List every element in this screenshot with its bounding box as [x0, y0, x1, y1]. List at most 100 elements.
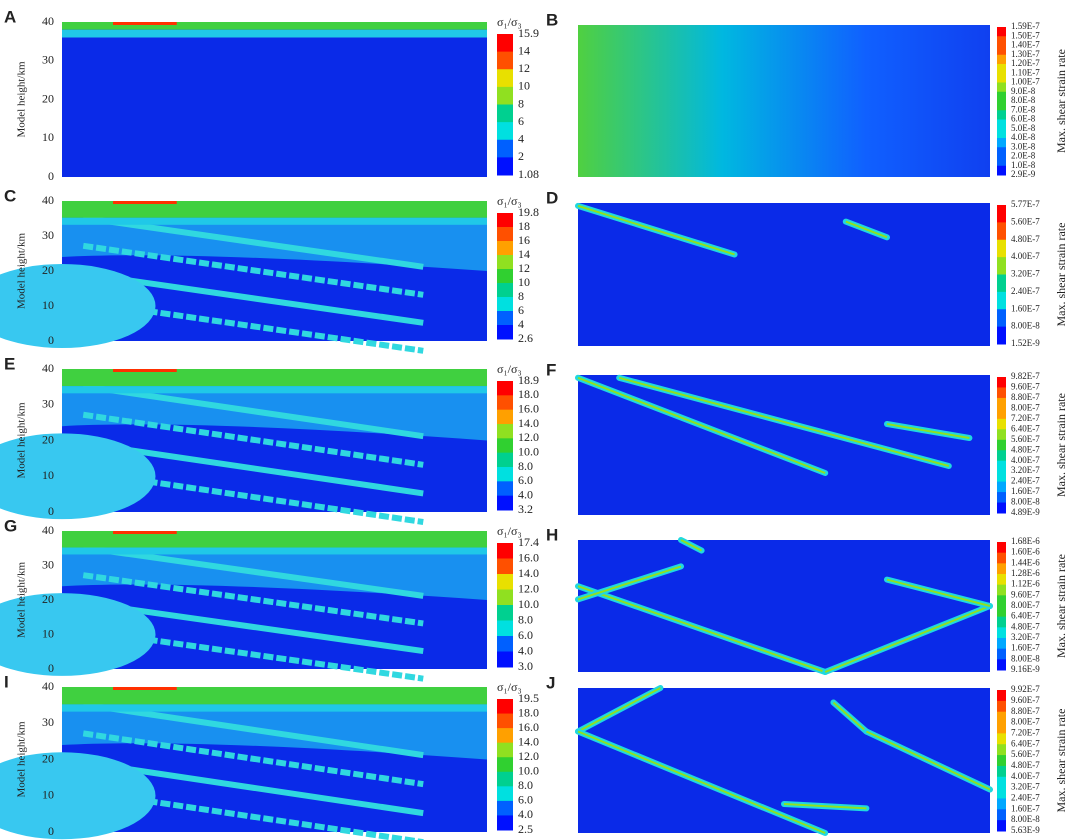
colorbar-swatch: [997, 82, 1006, 93]
colorbar-label: 4.80E-7: [1011, 234, 1040, 244]
colorbar-label: 6.40E-7: [1011, 423, 1040, 433]
colorbar-title: Max. shear strain rate: [1054, 49, 1068, 153]
colorbar-label: 4.0: [518, 643, 533, 657]
field-top-band: [62, 386, 487, 394]
contour-field: [0, 369, 487, 525]
colorbar-swatch: [497, 51, 513, 70]
colorbar-swatch: [997, 627, 1006, 639]
colorbar-label: 3.20E-7: [1011, 632, 1040, 642]
colorbar-swatch: [997, 239, 1006, 258]
y-axis-label: Model height/km: [16, 721, 28, 798]
colorbar-label: 19.8: [518, 205, 539, 219]
colorbar-label: 5.63E-9: [1011, 825, 1040, 835]
colorbar-swatch: [997, 439, 1006, 451]
colorbar-swatch: [497, 139, 513, 158]
field-top-band: [62, 704, 487, 712]
colorbar-swatch: [497, 495, 513, 511]
colorbar-title: Max. shear strain rate: [1054, 393, 1068, 497]
colorbar-swatch: [497, 452, 513, 468]
field-stripe: [82, 440, 424, 497]
panel-letter: C: [4, 186, 16, 205]
colorbar-label: 12.0: [518, 581, 539, 595]
colorbar-swatch: [997, 91, 1006, 102]
colorbar-label: 4.0E-8: [1011, 132, 1036, 142]
colorbar-label: 9.60E-7: [1011, 695, 1040, 705]
field-hot-spot: [113, 22, 177, 25]
contour-field: [0, 531, 487, 682]
colorbar-title: σ₁/σ₃: [497, 194, 522, 208]
colorbar-label: 9.82E-7: [1011, 371, 1040, 381]
colorbar-swatch: [497, 325, 513, 340]
colorbar-label: 4: [518, 132, 524, 146]
contour-field: [578, 25, 990, 177]
colorbar-swatch: [497, 815, 513, 831]
colorbar-label: 8: [518, 289, 524, 303]
colorbar-swatch: [997, 397, 1006, 409]
field-top-band: [62, 687, 487, 705]
colorbar-swatch: [997, 744, 1006, 756]
colorbar-label: 8.0: [518, 459, 533, 473]
y-tick-label: 0: [48, 504, 54, 518]
colorbar-swatch: [997, 574, 1006, 586]
colorbar-label: 3.0E-8: [1011, 141, 1036, 151]
colorbar-swatch: [497, 395, 513, 411]
colorbar-label: 1.28E-6: [1011, 568, 1040, 578]
colorbar-swatch: [497, 771, 513, 787]
colorbar-label: 18.0: [518, 387, 539, 401]
panel-letter: J: [546, 673, 555, 692]
colorbar-label: 2.9E-9: [1011, 169, 1036, 179]
colorbar-label: 4.80E-7: [1011, 760, 1040, 770]
colorbar-swatch: [997, 787, 1006, 799]
colorbar-label: 10.0: [518, 444, 539, 458]
colorbar-swatch: [997, 755, 1006, 767]
colorbar-label: 2.40E-7: [1011, 793, 1040, 803]
y-tick-label: 0: [48, 169, 54, 183]
colorbar-label: 1.0E-8: [1011, 160, 1036, 170]
panel-letter: H: [546, 525, 558, 544]
colorbar-label: 7.20E-7: [1011, 727, 1040, 737]
colorbar-label: 2.5: [518, 822, 533, 836]
colorbar-label: 6.40E-7: [1011, 738, 1040, 748]
colorbar-swatch: [497, 558, 513, 575]
colorbar-swatch: [497, 589, 513, 606]
y-tick-label: 20: [42, 91, 54, 105]
panel-letter: F: [546, 360, 556, 379]
colorbar-label: 3.20E-7: [1011, 465, 1040, 475]
colorbar-label: 8: [518, 96, 524, 110]
field-top-band: [62, 29, 487, 38]
colorbar-label: 4: [518, 317, 524, 331]
y-tick-label: 30: [42, 228, 54, 242]
colorbar-swatch: [997, 27, 1006, 37]
colorbar-swatch: [497, 543, 513, 559]
colorbar-swatch: [497, 269, 513, 284]
colorbar-label: 4.00E-7: [1011, 455, 1040, 465]
colorbar-label: 5.60E-7: [1011, 434, 1040, 444]
colorbar-label: 12: [518, 61, 530, 75]
colorbar-label: 9.92E-7: [1011, 684, 1040, 694]
colorbar-swatch: [497, 311, 513, 326]
colorbar-label: 8.0E-8: [1011, 95, 1036, 105]
colorbar-label: 1.50E-7: [1011, 30, 1040, 40]
colorbar-title: σ₁/σ₃: [497, 15, 522, 29]
y-axis-label: Model height/km: [16, 61, 28, 138]
colorbar-swatch: [997, 205, 1006, 223]
colorbar-swatch: [497, 574, 513, 590]
colorbar-label: 8.80E-7: [1011, 392, 1040, 402]
colorbar-swatch: [997, 222, 1006, 241]
colorbar-label: 10: [518, 79, 530, 93]
colorbar-label: 6: [518, 114, 524, 128]
colorbar-swatch: [497, 69, 513, 88]
colorbar-swatch: [497, 409, 513, 425]
colorbar-swatch: [997, 595, 1006, 607]
field-top-band: [62, 369, 487, 387]
shear-band-core: [577, 565, 682, 601]
field-base: [578, 540, 990, 672]
colorbar-label: 3.20E-7: [1011, 782, 1040, 792]
colorbar-swatch: [997, 377, 1006, 388]
colorbar-label: 8.00E-8: [1011, 814, 1040, 824]
field-hot-spot: [113, 531, 177, 534]
shear-band-core: [886, 423, 970, 439]
colorbar-label: 1.12E-6: [1011, 579, 1040, 589]
colorbar-label: 4.00E-7: [1011, 251, 1040, 261]
colorbar-label: 10.0: [518, 597, 539, 611]
